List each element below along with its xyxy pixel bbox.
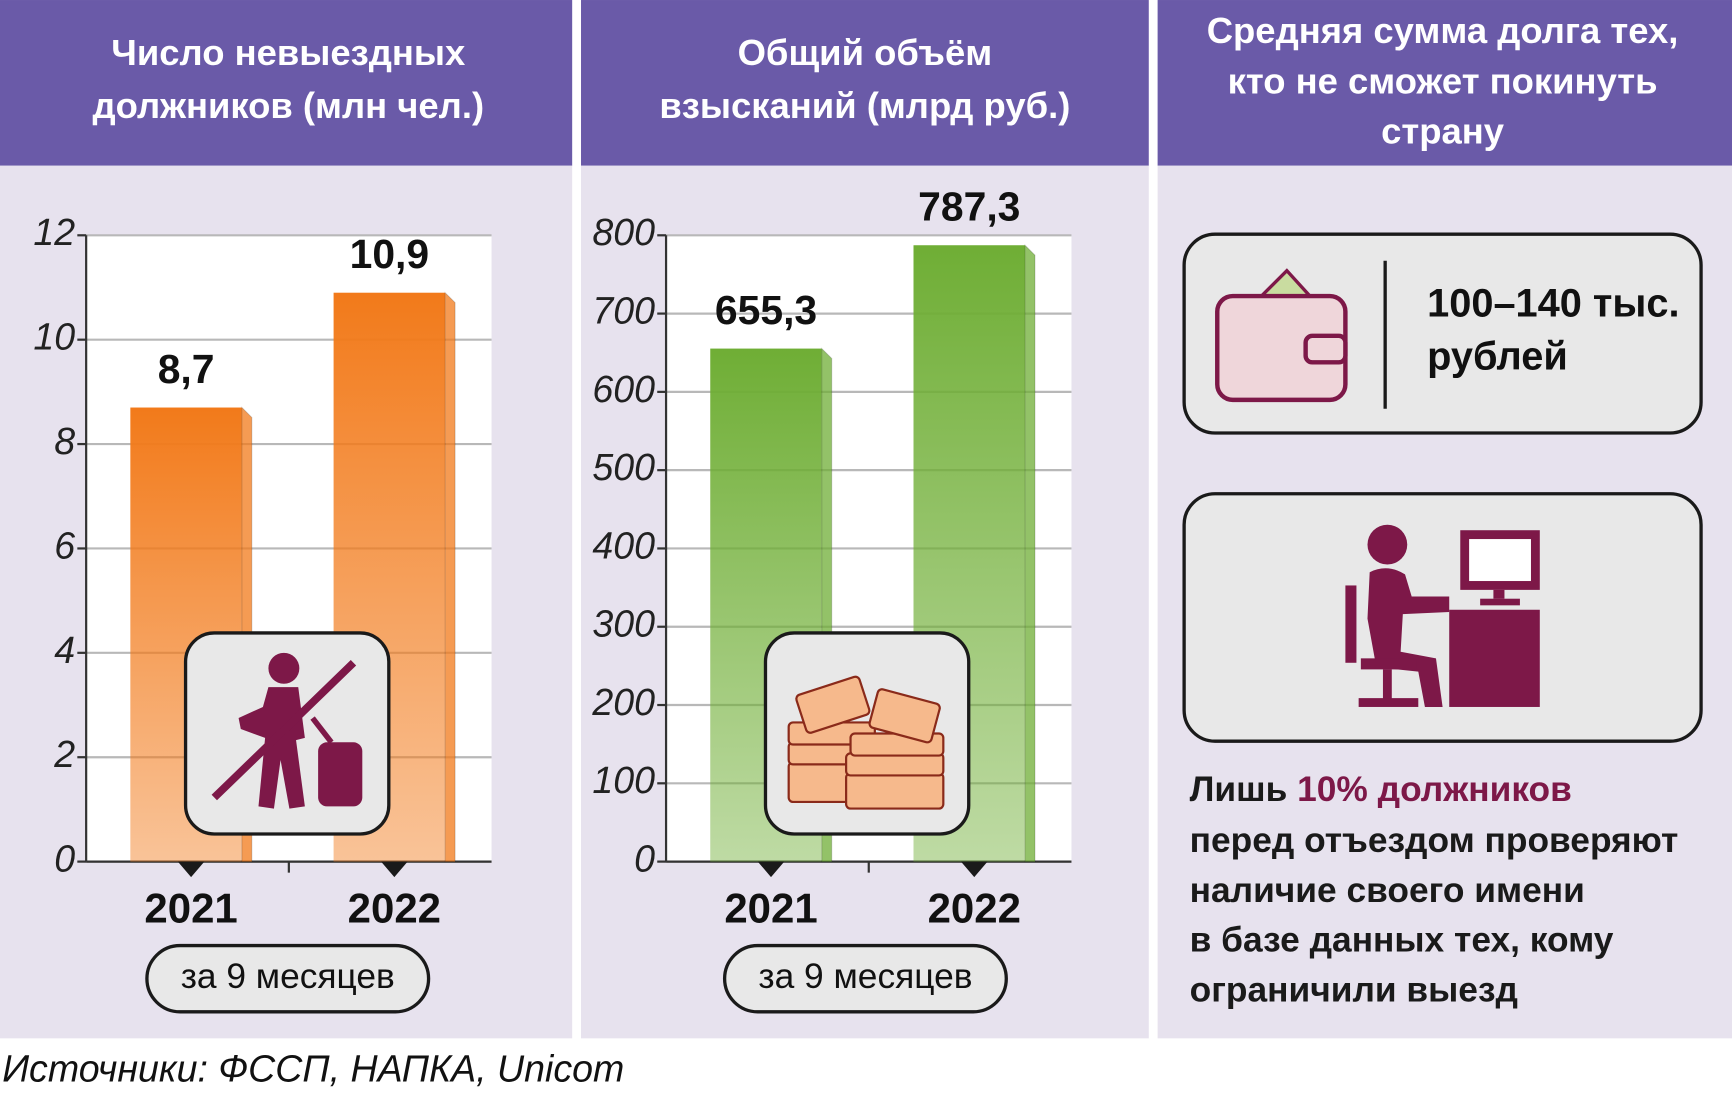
amount: рублей [1427, 335, 1568, 379]
icon-wallet [1215, 268, 1348, 403]
note-pill [145, 943, 431, 1014]
icon-computer-user [1345, 524, 1540, 707]
x-tick-label: 2022 [928, 884, 1021, 931]
panel-title: страну [1381, 110, 1505, 151]
chart-title: Общий объём [738, 32, 993, 73]
bar-side [444, 291, 456, 863]
y-tick-label: 8 [54, 420, 75, 462]
y-tick-label: 500 [592, 446, 655, 488]
icon-no-travel [183, 631, 391, 836]
icon-money [763, 631, 971, 836]
chart-title: Число невыездных [111, 32, 465, 73]
y-tick-label: 12 [33, 211, 75, 253]
y-tick-label: 2 [53, 733, 75, 775]
note: перед отъездом проверяют [1190, 821, 1679, 860]
y-tick-label: 800 [592, 211, 655, 253]
y-tick-label: 300 [592, 603, 655, 645]
value-label: 787,3 [918, 184, 1020, 230]
y-tick-label: 700 [592, 290, 655, 332]
y-tick-label: 100 [592, 759, 655, 801]
bar-side [1024, 243, 1036, 863]
y-tick-label: 0 [54, 838, 75, 880]
header-band [0, 0, 573, 166]
source: Источники: ФССП, НАПКА, Unicom [2, 1047, 624, 1089]
y-tick-label: 200 [591, 681, 655, 723]
chart-title: взысканий (млрд руб.) [659, 85, 1070, 126]
value-label: 655,3 [715, 287, 817, 333]
note: в базе данных тех, кому [1190, 921, 1614, 960]
category-marker [757, 861, 785, 878]
note-prefix: Лишь [1190, 770, 1298, 809]
charts: 0 2 4 6 8 10 12 8,7 2021 10,9 2022 за 9 месяцев 0 100… [33, 184, 1072, 1014]
header-band [581, 0, 1149, 166]
amount: 100–140 тыс. [1427, 281, 1679, 325]
y-tick-label: 600 [592, 368, 655, 410]
note: ограничили выезд [1190, 970, 1518, 1009]
note: за 9 месяцев [181, 957, 395, 996]
y-tick-label: 400 [592, 524, 655, 566]
value-label: 8,7 [158, 346, 215, 392]
panel-title: Средняя сумма долга тех, [1207, 10, 1679, 51]
note: Лишь 10% должников [1190, 770, 1572, 809]
category-marker [960, 861, 988, 878]
header-band [1157, 0, 1732, 166]
x-tick-label: 2021 [724, 884, 817, 931]
x-tick-label: 2021 [144, 884, 237, 931]
value-label: 10,9 [350, 231, 430, 277]
category-marker [177, 861, 205, 878]
y-tick-label: 0 [634, 838, 655, 880]
category-marker [381, 861, 408, 878]
x-tick-label: 2022 [348, 884, 441, 931]
panel-title: кто не сможет покинуть [1228, 61, 1658, 102]
y-tick-label: 4 [54, 629, 75, 671]
note-pill [722, 943, 1008, 1014]
y-tick-label: 10 [33, 316, 75, 358]
note: за 9 месяцев [758, 957, 972, 996]
y-tick-label: 6 [54, 524, 75, 566]
chart-title: должников (млн чел.) [92, 85, 484, 126]
note: наличие своего имени [1190, 871, 1585, 910]
note-highlight: 10% должников [1297, 770, 1572, 809]
person-box [1182, 492, 1703, 743]
